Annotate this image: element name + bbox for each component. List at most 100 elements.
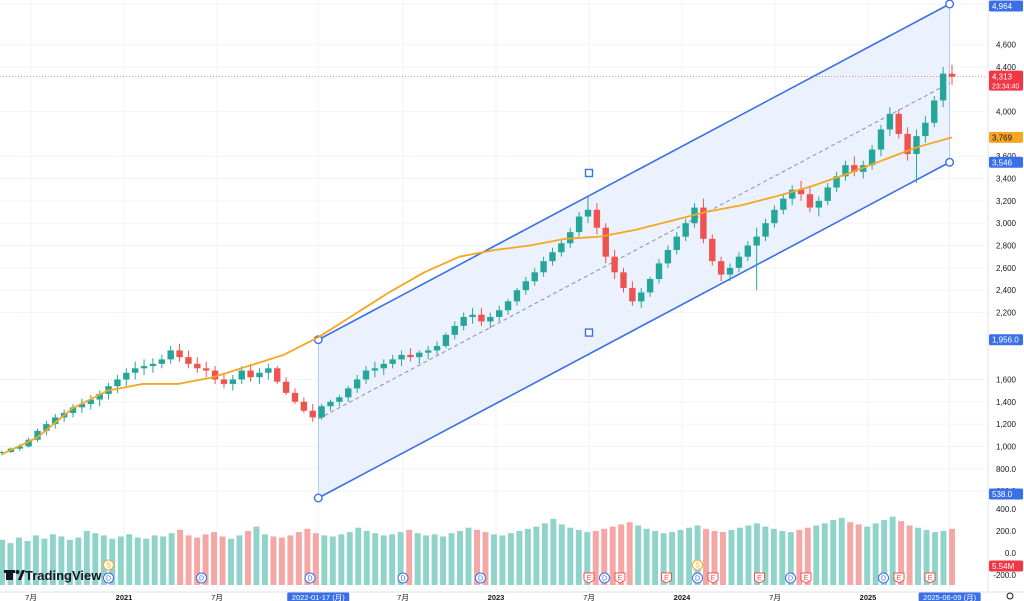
volume-bar: [940, 531, 947, 585]
candle: [0, 450, 6, 456]
candle: [904, 127, 911, 161]
candle: [34, 428, 41, 442]
dividend-icon: [196, 572, 207, 584]
volume-bar: [338, 534, 345, 585]
event-markers[interactable]: DSD D D D E D E E DSE E D E D E E: [103, 559, 936, 584]
event-marker-e[interactable]: E: [614, 572, 626, 584]
event-marker-e[interactable]: E: [583, 572, 595, 584]
price-tick-label: 1,200: [996, 420, 1017, 429]
channel-anchor-label-bg: [989, 334, 1023, 346]
volume-bar: [406, 529, 413, 585]
volume-bar: [83, 531, 90, 585]
candle-body: [176, 350, 183, 358]
volume-last-label-text: 5.54M: [992, 562, 1015, 571]
volume-bar: [694, 525, 701, 585]
time-tick-label: 2025: [860, 593, 877, 601]
event-marker-d[interactable]: D: [599, 572, 610, 584]
candle-body: [913, 136, 920, 155]
split-icon: [103, 559, 114, 571]
volume-bar: [898, 521, 905, 585]
event-marker-s[interactable]: S: [103, 559, 114, 571]
candle: [478, 308, 485, 326]
candle-body: [291, 392, 299, 402]
tradingview-wordmark: TradingView: [25, 568, 102, 583]
candle-body: [851, 165, 858, 172]
channel-handle: [584, 168, 594, 178]
volume-bar: [58, 536, 65, 585]
volume-bar: [457, 531, 464, 585]
ma-value-label-bg: [989, 131, 1023, 143]
event-marker-e[interactable]: E: [661, 572, 672, 584]
dividend-icon: [304, 572, 316, 584]
volume-bar: [465, 527, 472, 585]
event-marker-d[interactable]: D: [304, 572, 316, 584]
channel-top-label-text: 4,964: [992, 2, 1013, 11]
candle-body: [709, 238, 716, 262]
candle: [886, 107, 894, 137]
volume-bar: [677, 529, 684, 585]
event-marker-d[interactable]: D: [785, 572, 796, 584]
volume-bar: [92, 533, 99, 585]
event-marker-e[interactable]: E: [924, 572, 936, 584]
event-marker-d[interactable]: D: [692, 572, 703, 584]
moving-average-line: [0, 76, 986, 456]
channel-bottom-label: 538.0: [989, 488, 1023, 500]
regression-channel[interactable]: [313, 0, 955, 503]
candle: [318, 404, 325, 420]
candle: [842, 160, 849, 181]
candle-body: [265, 368, 272, 373]
event-marker-d[interactable]: D: [103, 572, 114, 584]
event-marker-e[interactable]: E: [754, 572, 765, 584]
event-marker-d[interactable]: D: [475, 572, 486, 584]
event-marker-e[interactable]: E: [893, 572, 905, 584]
candle: [815, 196, 823, 217]
dividend-icon: [878, 572, 889, 584]
candle: [43, 420, 50, 436]
channel-top-label-bg: [989, 0, 1023, 12]
event-marker-e[interactable]: E: [800, 572, 812, 584]
volume-tick-label: -200.0: [993, 571, 1016, 580]
volume-bar: [516, 531, 523, 585]
volume-bar: [541, 523, 548, 585]
event-marker-text: E: [804, 575, 809, 582]
event-marker-d[interactable]: D: [397, 572, 409, 584]
event-marker-d[interactable]: D: [878, 572, 889, 584]
volume-bar: [915, 527, 922, 585]
volume-bar: [32, 535, 39, 585]
candle-body: [389, 359, 396, 364]
candle: [851, 156, 858, 177]
candle: [868, 145, 876, 170]
earnings-icon: [661, 572, 672, 584]
channel-median-line: [318, 82, 950, 420]
event-marker-e[interactable]: E: [707, 572, 719, 584]
event-marker-d[interactable]: D: [196, 572, 207, 584]
volume-bar: [762, 526, 769, 585]
event-marker-text: E: [618, 575, 623, 582]
event-marker-text: S: [695, 563, 700, 570]
volume-bar: [134, 537, 141, 585]
volume-bar: [185, 535, 192, 585]
tradingview-logo[interactable]: TradingView: [4, 568, 102, 583]
volume-bar: [838, 517, 845, 585]
candle: [558, 238, 565, 257]
candle: [939, 66, 947, 108]
candle: [700, 198, 707, 244]
candle-body: [948, 73, 956, 77]
candle: [496, 305, 503, 322]
candle: [149, 358, 157, 373]
event-marker-s[interactable]: S: [692, 559, 703, 571]
earnings-icon: [583, 572, 595, 584]
candle: [469, 308, 476, 324]
volume-tick-label: 0.0: [1005, 549, 1017, 558]
event-marker-text: E: [757, 575, 762, 582]
candle-body: [620, 272, 627, 288]
volume-bar: [372, 533, 379, 585]
candle-body: [496, 310, 503, 317]
candle-body: [158, 359, 166, 364]
volume-bar: [524, 528, 531, 585]
price-tick-label: 2,800: [996, 242, 1017, 251]
channel-lower-line: [317, 161, 951, 499]
volume-bar: [745, 525, 752, 585]
price-tick-label: 3,400: [996, 175, 1017, 184]
